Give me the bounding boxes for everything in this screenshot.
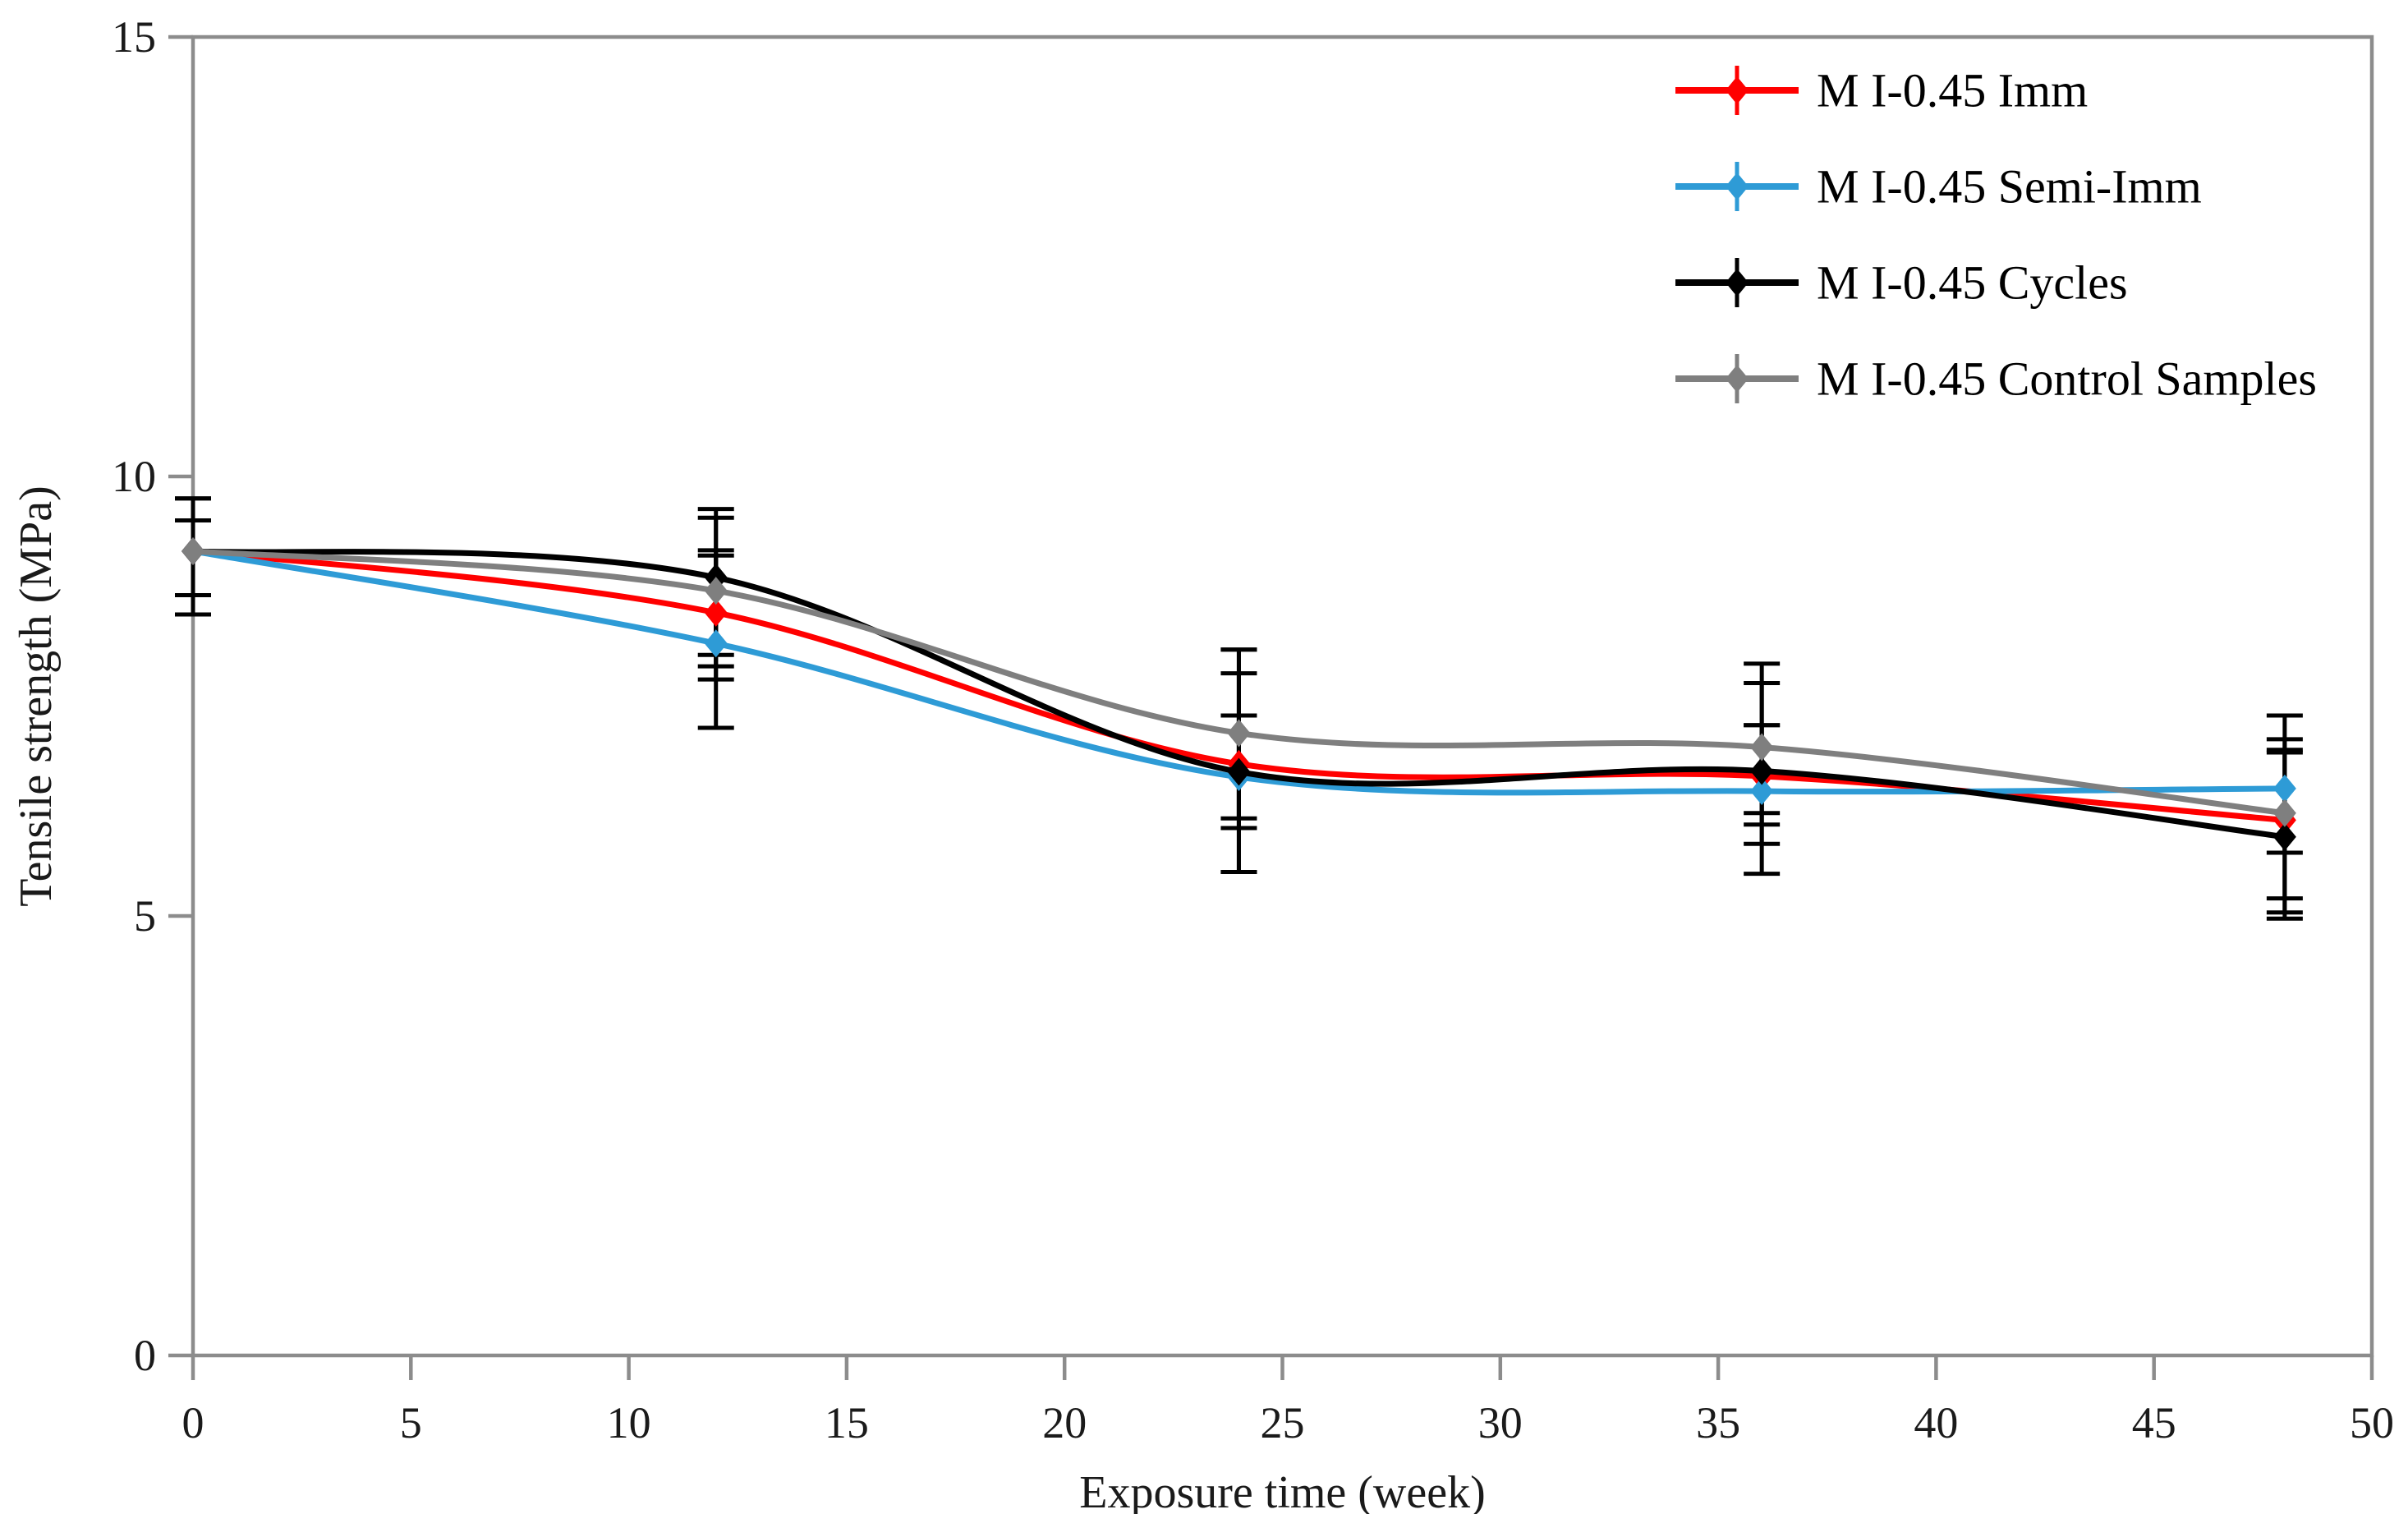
data-point-marker bbox=[1750, 733, 1774, 762]
x-tick-label: 5 bbox=[400, 1398, 422, 1447]
x-axis-title: Exposure time (week) bbox=[1079, 1467, 1485, 1514]
x-tick-label: 25 bbox=[1261, 1398, 1305, 1447]
data-point-marker bbox=[2272, 822, 2296, 851]
x-tick-label: 40 bbox=[1914, 1398, 1958, 1447]
x-axis: 0 5 10 15 20 25 30 35 40 45 50 bbox=[182, 1355, 2394, 1447]
legend-swatch-marker bbox=[1726, 76, 1749, 104]
data-point-marker bbox=[1227, 757, 1251, 786]
y-tick-label: 0 bbox=[134, 1331, 156, 1380]
data-point-marker bbox=[1750, 757, 1774, 785]
y-tick-label: 5 bbox=[134, 891, 156, 941]
plot-border bbox=[191, 35, 2374, 1358]
legend-label: M I-0.45 Imm bbox=[1817, 64, 2088, 117]
legend-item-m-i-0-45-semi-imm: M I-0.45 Semi-Imm bbox=[1675, 160, 2202, 214]
data-point-marker bbox=[2272, 774, 2296, 803]
data-point-marker bbox=[704, 629, 728, 658]
data-point-marker bbox=[1227, 719, 1251, 748]
legend-label: M I-0.45 Cycles bbox=[1817, 256, 2128, 310]
data-point-marker bbox=[1750, 777, 1774, 806]
error-bars bbox=[175, 496, 2303, 921]
x-tick-label: 30 bbox=[1478, 1398, 1523, 1447]
data-point-marker bbox=[704, 598, 728, 627]
legend-label: M I-0.45 Semi-Imm bbox=[1817, 160, 2202, 214]
x-tick-label: 15 bbox=[825, 1398, 869, 1447]
legend: M I-0.45 Imm M I-0.45 Semi-Imm M I-0.45 Cy… bbox=[1675, 64, 2317, 406]
legend-item-m-i-0-45-imm: M I-0.45 Imm bbox=[1675, 64, 2088, 117]
legend-item-m-i-0-45-cycles: M I-0.45 Cycles bbox=[1675, 256, 2128, 310]
legend-label: M I-0.45 Control Samples bbox=[1817, 352, 2317, 406]
data-point-marker bbox=[182, 536, 204, 565]
legend-swatch-marker bbox=[1726, 365, 1749, 393]
legend-swatch-marker bbox=[1726, 173, 1749, 200]
y-tick-label: 10 bbox=[112, 452, 156, 501]
x-tick-label: 35 bbox=[1696, 1398, 1740, 1447]
x-tick-label: 45 bbox=[2132, 1398, 2176, 1447]
x-tick-label: 0 bbox=[182, 1398, 204, 1447]
x-tick-label: 10 bbox=[607, 1398, 651, 1447]
data-point-marker bbox=[2272, 798, 2296, 827]
legend-item-m-i-0-45-control-samples: M I-0.45 Control Samples bbox=[1675, 352, 2317, 406]
y-axis: 0 5 10 15 bbox=[112, 12, 193, 1380]
x-tick-label: 50 bbox=[2350, 1398, 2394, 1447]
legend-swatch-marker bbox=[1726, 269, 1749, 297]
y-axis-title: Tensile strength (MPa) bbox=[11, 485, 62, 906]
series-m-i-0-45-control-samples bbox=[182, 536, 2296, 827]
y-tick-label: 15 bbox=[112, 12, 156, 62]
data-point-marker bbox=[704, 577, 728, 605]
x-tick-label: 20 bbox=[1042, 1398, 1087, 1447]
